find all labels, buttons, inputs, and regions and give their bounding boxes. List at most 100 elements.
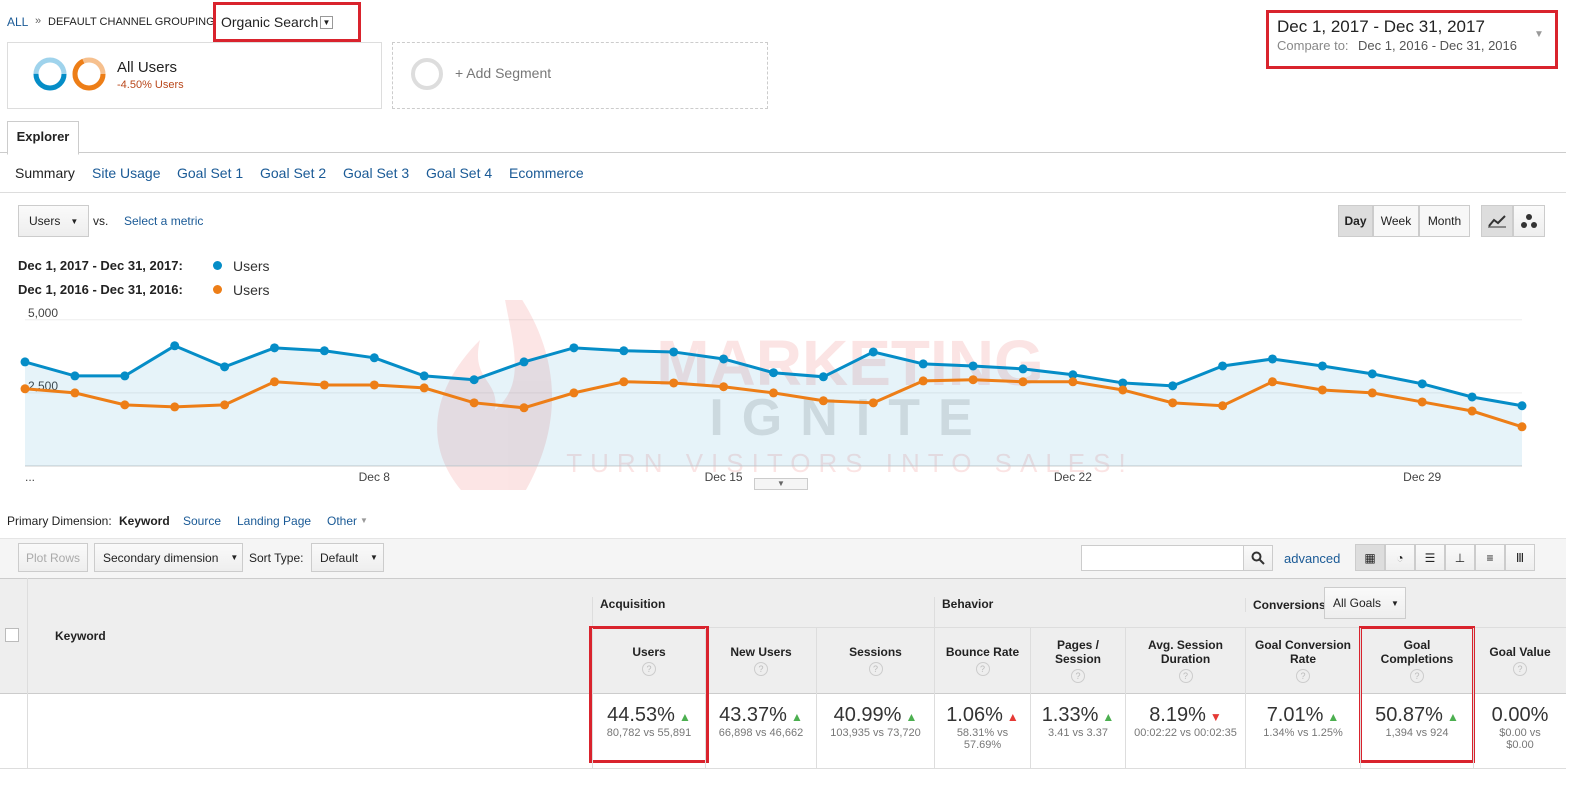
- date-current[interactable]: Dec 1, 2017 - Dec 31, 2017: [1277, 17, 1485, 36]
- date-dropdown[interactable]: ▼: [1534, 29, 1544, 40]
- breadcrumb-grouping: DEFAULT CHANNEL GROUPING: [48, 16, 215, 28]
- add-segment[interactable]: + Add Segment: [455, 65, 552, 81]
- add-segment-card[interactable]: [392, 42, 768, 109]
- secondary-dimension[interactable]: Secondary dimension ▼: [94, 543, 243, 572]
- column-header: Bounce Rate?: [934, 628, 1030, 692]
- segment-card[interactable]: [7, 42, 382, 109]
- view-table[interactable]: ▦: [1355, 544, 1385, 571]
- subtab[interactable]: Goal Set 2: [260, 165, 327, 181]
- column-name[interactable]: Avg. Session Duration: [1148, 637, 1223, 666]
- segment-name: All Users: [117, 59, 178, 76]
- dimension-option[interactable]: Source: [183, 514, 222, 528]
- trend-arrow: ▲: [1006, 710, 1019, 724]
- data-point: [1367, 369, 1377, 379]
- data-point: [1018, 377, 1028, 387]
- subtab[interactable]: Site Usage: [92, 165, 161, 181]
- highlight-box: [213, 2, 361, 42]
- column-name[interactable]: Sessions: [849, 644, 902, 659]
- help-icon[interactable]: ?: [868, 661, 883, 676]
- metric-cell: 40.99% ▲ 103,935 vs 73,720: [816, 692, 934, 768]
- metric-value: 50.87%: [1375, 704, 1443, 726]
- granularity-button[interactable]: Week: [1373, 205, 1419, 237]
- metric-select-text: Users: [29, 214, 61, 228]
- column-name[interactable]: Goal Conversion Rate: [1254, 637, 1352, 666]
- data-point: [120, 371, 130, 381]
- metric-cell: 1.33% ▲ 3.41 vs 3.37: [1030, 692, 1125, 768]
- search-input[interactable]: [1081, 545, 1245, 571]
- breadcrumb-all[interactable]: ALL: [7, 15, 29, 29]
- subtab[interactable]: Summary: [15, 165, 75, 181]
- help-icon[interactable]: ?: [754, 661, 768, 676]
- column-name[interactable]: Bounce Rate: [945, 644, 1020, 659]
- data-point: [70, 388, 80, 398]
- line-chart-button[interactable]: [1481, 205, 1513, 237]
- help-icon[interactable]: ?: [642, 661, 656, 676]
- metric-detail: 1.34% vs 1.25%: [1263, 727, 1343, 739]
- column-name[interactable]: Goal Value: [1489, 644, 1551, 659]
- help-icon[interactable]: ?: [1178, 668, 1193, 683]
- select-metric[interactable]: Select a metric: [124, 214, 204, 228]
- column-name[interactable]: New Users: [730, 644, 792, 659]
- data-point: [369, 353, 379, 363]
- data-point: [719, 382, 729, 392]
- view-term-cloud[interactable]: ≡: [1475, 544, 1505, 571]
- goals-select[interactable]: All Goals ▼: [1324, 587, 1406, 619]
- metric-value: 43.37%: [719, 704, 787, 726]
- metric-detail: 66,898 vs 46,662: [718, 727, 804, 739]
- caret[interactable]: ▼: [360, 516, 368, 525]
- help-icon[interactable]: ?: [1410, 668, 1424, 683]
- metric-select[interactable]: Users ▼: [18, 205, 89, 237]
- data-point: [469, 398, 479, 408]
- subtab[interactable]: Goal Set 4: [426, 165, 493, 181]
- dropdown-icon[interactable]: ▼: [320, 16, 333, 29]
- data-point: [369, 380, 379, 390]
- data-point: [769, 388, 778, 398]
- toolbar: [0, 538, 1566, 579]
- legend-marker: [213, 261, 222, 270]
- data-point: [1218, 361, 1228, 371]
- column-header: Goal Conversion Rate?: [1245, 628, 1360, 692]
- view-pie[interactable]: ◔: [1385, 544, 1415, 571]
- caret: ▼: [370, 553, 378, 562]
- granularity-button[interactable]: Day: [1338, 205, 1373, 237]
- metric-line: 8.19% ▼: [1126, 704, 1245, 727]
- help-icon[interactable]: ?: [975, 661, 990, 676]
- sort-select[interactable]: Default ▼: [311, 543, 384, 572]
- view-bars[interactable]: ☰: [1415, 544, 1445, 571]
- column-name[interactable]: Goal Completions: [1380, 637, 1454, 666]
- column-name[interactable]: Pages / Session: [1054, 637, 1102, 666]
- tab[interactable]: Explorer: [7, 121, 79, 155]
- dimension-option[interactable]: Keyword: [119, 514, 170, 528]
- view-pivot[interactable]: Ⅲ: [1505, 544, 1535, 571]
- plot-rows[interactable]: Plot Rows: [18, 543, 88, 572]
- y-tick-label: 5,000: [28, 306, 58, 320]
- breadcrumb-value[interactable]: Organic Search: [221, 14, 319, 30]
- watermark-flame: [437, 300, 552, 490]
- trend-arrow: ▲: [790, 710, 803, 724]
- subtab[interactable]: Goal Set 3: [343, 165, 410, 181]
- dimension-header: Keyword: [55, 629, 106, 643]
- column-name[interactable]: Users: [632, 644, 666, 659]
- help-icon[interactable]: ?: [1071, 668, 1085, 683]
- view-comparison[interactable]: ⊥: [1445, 544, 1475, 571]
- advanced-link[interactable]: advanced: [1284, 551, 1341, 566]
- granularity-button[interactable]: Month: [1419, 205, 1470, 237]
- column-header: Users?: [592, 628, 705, 692]
- data-point: [918, 376, 928, 386]
- dimension-option[interactable]: Landing Page: [237, 514, 312, 528]
- data-point: [270, 377, 279, 387]
- help-icon[interactable]: ?: [1513, 661, 1527, 676]
- search-button[interactable]: [1243, 545, 1273, 571]
- metric-line: 40.99% ▲: [817, 704, 934, 727]
- metric-line: 1.06% ▲: [935, 704, 1030, 727]
- motion-chart-button[interactable]: [1513, 205, 1545, 237]
- data-point: [818, 372, 828, 382]
- x-tick-label: Dec 15: [705, 470, 743, 484]
- help-icon[interactable]: ?: [1296, 668, 1310, 683]
- data-point: [669, 378, 679, 388]
- subtab[interactable]: Goal Set 1: [177, 165, 244, 181]
- select-all-checkbox[interactable]: [5, 628, 19, 642]
- chart-resize-handle[interactable]: ▼: [754, 478, 808, 490]
- dimension-option[interactable]: Other: [327, 514, 358, 528]
- subtab[interactable]: Ecommerce: [509, 165, 584, 181]
